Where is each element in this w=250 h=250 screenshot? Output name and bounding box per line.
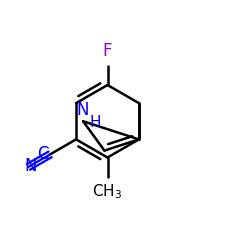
Text: H: H [89,115,101,130]
Text: N: N [24,156,37,174]
Text: F: F [103,42,112,60]
Text: CH$_3$: CH$_3$ [92,182,122,201]
Text: N: N [77,101,89,119]
Text: C: C [37,146,48,164]
